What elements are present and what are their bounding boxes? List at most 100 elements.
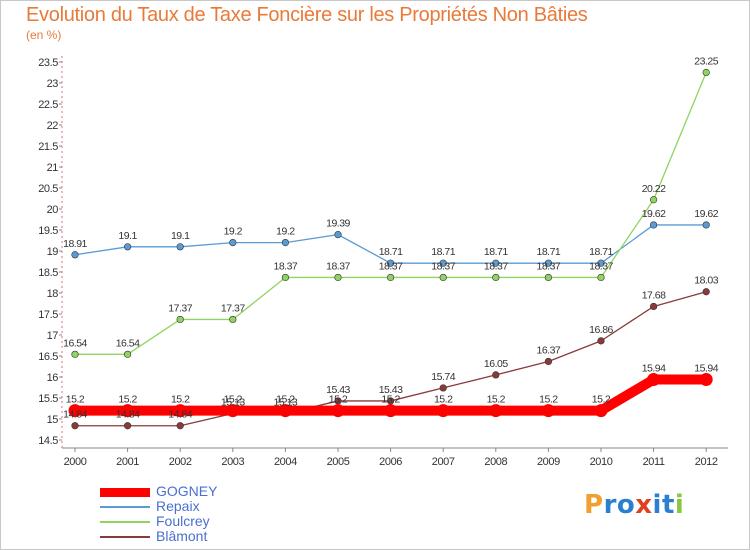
legend-item-repaix: Repaix bbox=[100, 499, 300, 514]
data-point bbox=[173, 404, 187, 418]
data-point bbox=[71, 251, 79, 259]
data-label: 15.94 bbox=[694, 363, 718, 375]
data-point bbox=[439, 384, 447, 392]
data-label: 16.05 bbox=[484, 358, 508, 370]
data-point bbox=[439, 259, 447, 267]
y-tick-label: 19.5 bbox=[38, 225, 58, 237]
data-label: 18.37 bbox=[589, 260, 613, 272]
y-tick-label: 21.5 bbox=[38, 141, 58, 153]
data-label: 18.37 bbox=[431, 260, 455, 272]
data-label: 18.71 bbox=[379, 246, 403, 258]
data-label: 19.2 bbox=[276, 226, 295, 238]
data-point bbox=[489, 404, 503, 418]
data-point bbox=[176, 422, 184, 430]
data-point bbox=[176, 315, 184, 324]
data-label: 17.37 bbox=[168, 302, 192, 314]
data-label: 19.39 bbox=[326, 218, 350, 230]
legend-swatch bbox=[100, 487, 150, 497]
data-point bbox=[702, 288, 710, 296]
data-point bbox=[68, 404, 82, 418]
data-point bbox=[123, 243, 132, 251]
data-point bbox=[334, 273, 342, 282]
data-point bbox=[226, 404, 240, 418]
data-point bbox=[597, 273, 605, 282]
y-tick-label: 14.5 bbox=[38, 435, 58, 447]
data-label: 14.84 bbox=[168, 409, 192, 421]
data-label: 15.2 bbox=[434, 394, 453, 406]
data-point bbox=[281, 273, 290, 282]
data-point bbox=[492, 371, 500, 379]
data-point bbox=[123, 422, 132, 430]
data-label: 18.71 bbox=[537, 246, 561, 258]
data-point bbox=[649, 221, 658, 229]
data-point bbox=[699, 373, 713, 387]
data-label: 18.37 bbox=[326, 260, 350, 272]
data-point bbox=[702, 68, 710, 77]
data-label: 18.37 bbox=[379, 260, 403, 272]
y-tick-label: 19 bbox=[47, 246, 59, 258]
chart-title: Evolution du Taux de Taxe Foncière sur l… bbox=[26, 4, 588, 26]
data-label: 15.2 bbox=[224, 394, 243, 406]
data-label: 19.1 bbox=[118, 230, 137, 242]
y-tick-label: 18 bbox=[47, 288, 59, 300]
x-tick-label: 2012 bbox=[695, 456, 718, 468]
data-label: 19.1 bbox=[171, 230, 190, 242]
data-point bbox=[387, 273, 395, 282]
proxiti-logo: Proxiti bbox=[584, 490, 684, 520]
data-point bbox=[439, 273, 447, 282]
logo-letter: t bbox=[661, 490, 675, 520]
legend-item-gogney: GOGNEY bbox=[100, 484, 300, 499]
data-label: 15.2 bbox=[329, 394, 348, 406]
data-label: 18.71 bbox=[484, 246, 508, 258]
y-tick-label: 16 bbox=[47, 372, 59, 384]
data-label: 23.25 bbox=[694, 56, 718, 68]
y-tick-label: 15 bbox=[47, 414, 59, 426]
data-point bbox=[649, 196, 658, 204]
data-label: 15.2 bbox=[276, 394, 295, 406]
data-point bbox=[121, 404, 135, 418]
y-tick-label: 20 bbox=[47, 204, 59, 216]
y-tick-label: 23 bbox=[47, 78, 59, 90]
y-tick-label: 22.5 bbox=[38, 99, 58, 111]
data-label: 15.2 bbox=[171, 394, 190, 406]
data-point bbox=[71, 350, 79, 358]
y-tick-label: 23.5 bbox=[38, 57, 58, 69]
data-point bbox=[597, 259, 605, 267]
x-tick-label: 2005 bbox=[327, 456, 350, 468]
data-label: 16.54 bbox=[63, 337, 87, 349]
data-point bbox=[702, 221, 710, 229]
data-point bbox=[492, 259, 500, 267]
y-tick-label: 17.5 bbox=[38, 309, 58, 321]
logo-letter: P bbox=[584, 490, 604, 520]
data-point bbox=[331, 404, 345, 418]
legend-label: Foulcrey bbox=[156, 513, 210, 529]
data-point bbox=[229, 239, 237, 247]
legend-swatch bbox=[100, 536, 150, 538]
data-label: 15.2 bbox=[539, 394, 558, 406]
data-label: 19.62 bbox=[642, 208, 666, 220]
data-label: 18.37 bbox=[484, 260, 508, 272]
data-label: 18.03 bbox=[694, 275, 718, 287]
data-label: 14.84 bbox=[116, 409, 140, 421]
legend-item-blâmont: Blâmont bbox=[100, 529, 300, 544]
data-point bbox=[597, 337, 605, 345]
data-point bbox=[281, 239, 290, 247]
x-tick-label: 2002 bbox=[169, 456, 192, 468]
data-label: 19.62 bbox=[694, 208, 718, 220]
data-point bbox=[544, 273, 553, 282]
data-point bbox=[594, 404, 608, 418]
x-tick-label: 2009 bbox=[537, 456, 560, 468]
data-point bbox=[492, 273, 500, 282]
x-tick-label: 2004 bbox=[274, 456, 297, 468]
legend: GOGNEY Repaix Foulcrey Blâmont bbox=[100, 484, 300, 544]
legend-label: GOGNEY bbox=[156, 483, 218, 499]
data-label: 15.2 bbox=[381, 394, 400, 406]
data-point bbox=[649, 302, 658, 311]
data-point bbox=[278, 404, 292, 418]
data-label: 15.2 bbox=[66, 394, 85, 406]
x-tick-label: 2001 bbox=[116, 456, 139, 468]
x-tick-label: 2006 bbox=[379, 456, 402, 468]
data-point bbox=[647, 373, 661, 387]
legend-swatch bbox=[100, 521, 150, 523]
